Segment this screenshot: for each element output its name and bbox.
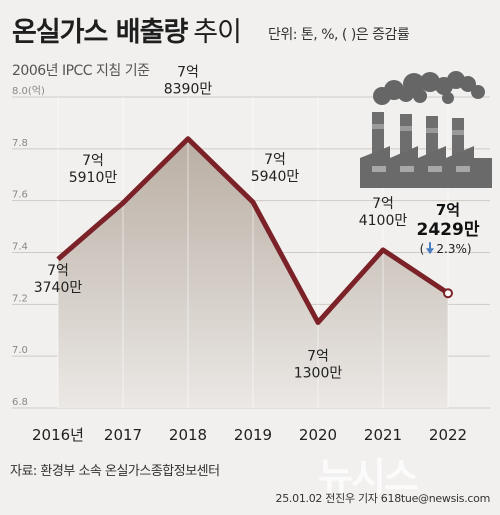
y-axis-ticks: 6.8 7.0 7.2 7.4 7.6 7.8 8.0(억) <box>12 85 45 408</box>
data-label-line1: 7억 <box>264 152 286 168</box>
y-tick-label: 8.0(억) <box>12 85 45 97</box>
data-label-line1: 7억 <box>436 201 460 219</box>
data-label-line2: 2429만 <box>417 220 480 240</box>
factory-icon <box>360 71 492 188</box>
x-tick-label: 2016년 <box>32 426 84 444</box>
x-tick-label: 2019 <box>234 426 272 444</box>
y-tick-label: 6.8 <box>12 397 28 408</box>
x-tick-label: 2018 <box>169 426 207 444</box>
data-label-line2: 8390만 <box>164 82 213 98</box>
change-value: 2.3%) <box>436 242 471 256</box>
data-label-line1: 7억 <box>372 196 394 212</box>
data-label-line2: 4100만 <box>359 213 408 229</box>
title-sub: 추이 <box>193 17 242 48</box>
data-label-line1: 7억 <box>47 263 69 279</box>
data-labels: 7억3740만7억5910만7억8390만7억5940만7억1300만7억410… <box>34 65 480 382</box>
y-tick-label: 7.6 <box>12 190 28 201</box>
unit-note: 단위: 톤, %, ( )은 증감률 <box>268 27 410 43</box>
data-label-line2: 5940만 <box>251 169 300 185</box>
y-tick-label: 7.2 <box>12 293 28 304</box>
title-main: 온실가스 배출량 <box>12 17 188 48</box>
source: 자료: 환경부 소속 온실가스종합정보센터 <box>10 464 220 479</box>
data-label-line1: 7억 <box>177 65 199 81</box>
subtitle: 2006년 IPCC 지침 기준 <box>12 63 150 79</box>
last-point-marker <box>443 288 453 299</box>
change-open-paren: ( <box>420 242 425 256</box>
x-tick-label: 2022 <box>429 426 467 444</box>
data-label-line2: 5910만 <box>69 170 118 186</box>
credit: 25.01.02 전진우 기자 618tue@newsis.com <box>275 492 491 505</box>
y-tick-label: 7.8 <box>12 138 28 149</box>
x-tick-label: 2020 <box>299 426 337 444</box>
title: 온실가스 배출량 추이 <box>12 10 242 49</box>
data-label-line1: 7억 <box>82 153 104 169</box>
watermark: 뉴시스 <box>318 455 419 499</box>
down-arrow-head <box>426 248 434 255</box>
x-tick-label: 2017 <box>104 426 142 444</box>
data-label-line1: 7억 <box>307 348 329 364</box>
series-line <box>56 136 450 325</box>
x-axis-ticks: 2016년 2017 2018 2019 2020 2021 2022 <box>32 426 467 444</box>
y-tick-label: 7.4 <box>12 242 28 253</box>
y-tick-label: 7.0 <box>12 345 28 356</box>
x-tick-label: 2021 <box>364 426 402 444</box>
data-label-line2: 3740만 <box>34 280 83 296</box>
data-label-line2: 1300만 <box>294 365 343 381</box>
